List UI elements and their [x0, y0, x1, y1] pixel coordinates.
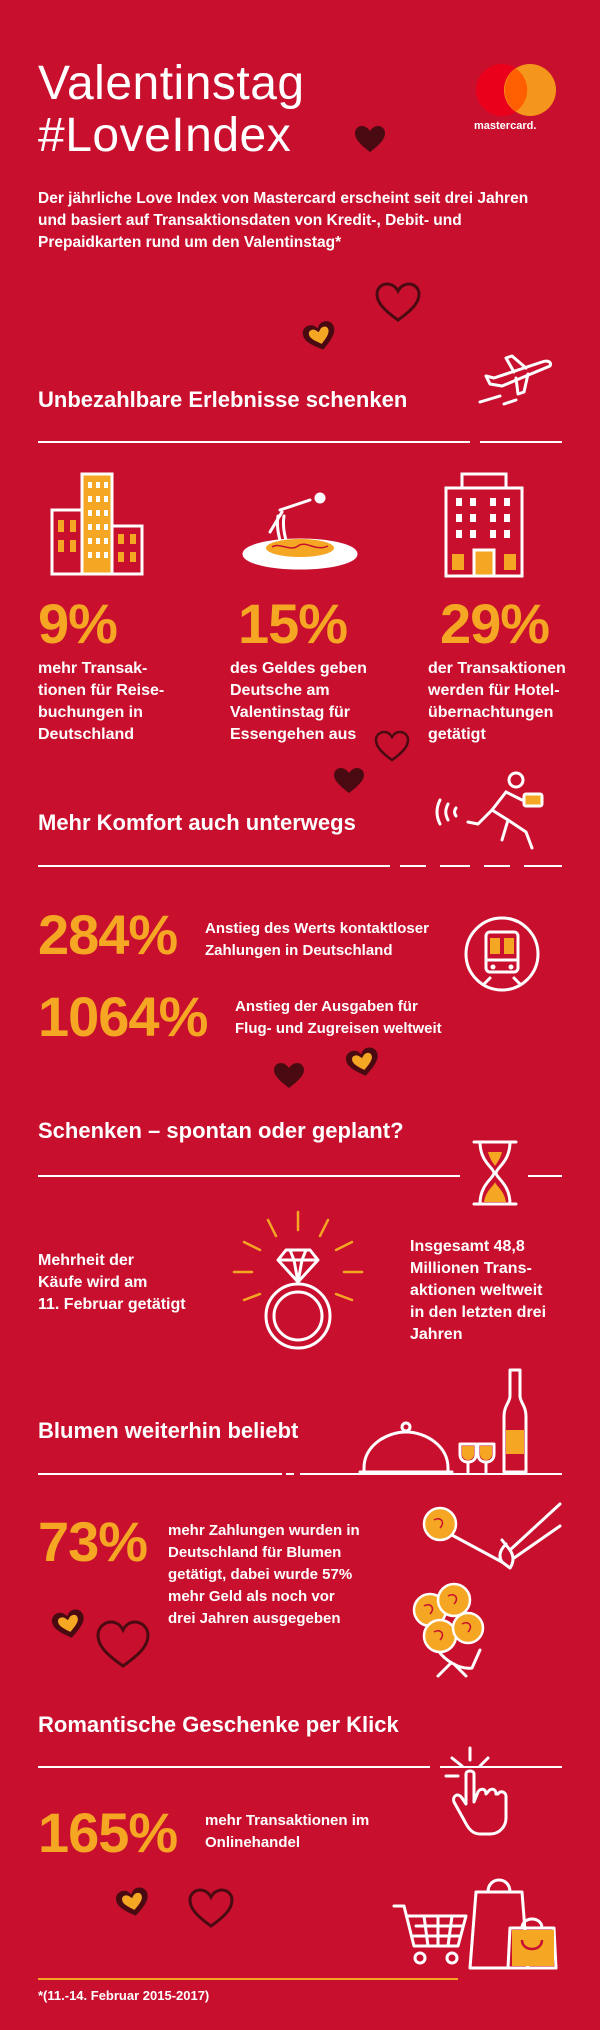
outline-heart-icon: [188, 1888, 234, 1928]
contactless-runner-icon: [435, 771, 544, 850]
stat-hotel-text: der Transaktionen werden für Hotel- über…: [428, 660, 566, 743]
footnote: *(11.-14. Februar 2015-2017): [38, 1988, 210, 2003]
stat-contactless-text: Anstieg des Werts kontaktloser Zahlungen…: [205, 920, 429, 959]
dark-heart-icon: [334, 768, 364, 793]
stat-travel-value: 9%: [38, 592, 118, 655]
click-hand-icon: [444, 1746, 508, 1836]
stat-online-value: 165%: [38, 1801, 178, 1864]
train-icon: [464, 916, 540, 992]
timing-text-left: Mehrheit der Käufe wird am 11. Februar g…: [38, 1252, 186, 1313]
section-1-title: Unbezahlbare Erlebnisse schenken: [38, 387, 408, 412]
stat-contactless-value: 284%: [38, 903, 178, 966]
stat-travel-spend-text: Anstieg der Ausgaben für Flug- und Zugre…: [235, 998, 442, 1037]
outline-heart-icon: [96, 1620, 150, 1668]
mastercard-wordmark: mastercard.: [474, 120, 537, 132]
small-heart-icon: [115, 1887, 148, 1916]
divider-2-dash: [524, 865, 562, 867]
section-3-title: Schenken – spontan oder geplant?: [38, 1118, 404, 1143]
small-heart-icon: [51, 1609, 84, 1638]
pasta-plate-icon: [242, 492, 358, 570]
stat-flowers-text: mehr Zahlungen wurden in Deutschland für…: [168, 1522, 360, 1627]
divider-1b: [480, 441, 562, 443]
mastercard-circles-icon: [476, 64, 556, 116]
divider-5b: [440, 1766, 562, 1768]
divider-2-dash: [400, 865, 426, 867]
timing-text-right: Insgesamt 48,8 Millionen Trans- aktionen…: [410, 1238, 547, 1343]
divider-1: [38, 441, 470, 443]
stat-online-text: mehr Transaktionen im Onlinehandel: [205, 1812, 370, 1851]
section-2-title: Mehr Komfort auch unterwegs: [38, 810, 356, 835]
stat-dining-text: des Geldes geben Deutsche am Valentinsta…: [230, 660, 367, 743]
dark-heart-icon: [274, 1063, 304, 1088]
small-heart-icon: [302, 321, 335, 350]
divider-2-dash: [484, 865, 510, 867]
flowers-icon: [412, 1502, 562, 1678]
divider-4-dash: [286, 1473, 294, 1475]
outline-heart-icon: [374, 730, 410, 762]
section-4-title: Blumen weiterhin beliebt: [38, 1418, 299, 1443]
hourglass-icon: [472, 1140, 518, 1206]
stat-travel-spend-value: 1064%: [38, 985, 208, 1048]
dark-heart-icon: [355, 126, 385, 152]
divider-3-dash: [528, 1175, 562, 1177]
stat-travel-text: mehr Transak- tionen für Reise- buchunge…: [38, 660, 165, 743]
title-line-1: Valentinstag: [38, 57, 305, 110]
shopping-icon: [392, 1878, 558, 1970]
divider-2: [38, 865, 390, 867]
dinner-icon: [358, 1368, 528, 1474]
divider-5: [38, 1766, 430, 1768]
title-line-2: #LoveIndex: [38, 109, 292, 162]
hotel-icon: [444, 472, 524, 578]
divider-4b: [300, 1473, 562, 1475]
ring-icon: [232, 1210, 364, 1350]
stat-flowers-value: 73%: [38, 1510, 148, 1573]
divider-2-dash: [440, 865, 470, 867]
intro-text: Der jährliche Love Index von Mastercard …: [38, 190, 529, 251]
stat-dining-value: 15%: [238, 592, 348, 655]
small-heart-icon: [345, 1047, 378, 1076]
mastercard-logo: mastercard.: [468, 62, 564, 132]
buildings-icon: [50, 472, 144, 576]
section-5-title: Romantische Geschenke per Klick: [38, 1712, 399, 1737]
divider-4: [38, 1473, 282, 1475]
footnote-rule: [38, 1978, 458, 1980]
airplane-icon: [478, 354, 552, 406]
stat-hotel-value: 29%: [440, 592, 550, 655]
outline-heart-icon: [375, 282, 421, 322]
divider-3: [38, 1175, 460, 1177]
